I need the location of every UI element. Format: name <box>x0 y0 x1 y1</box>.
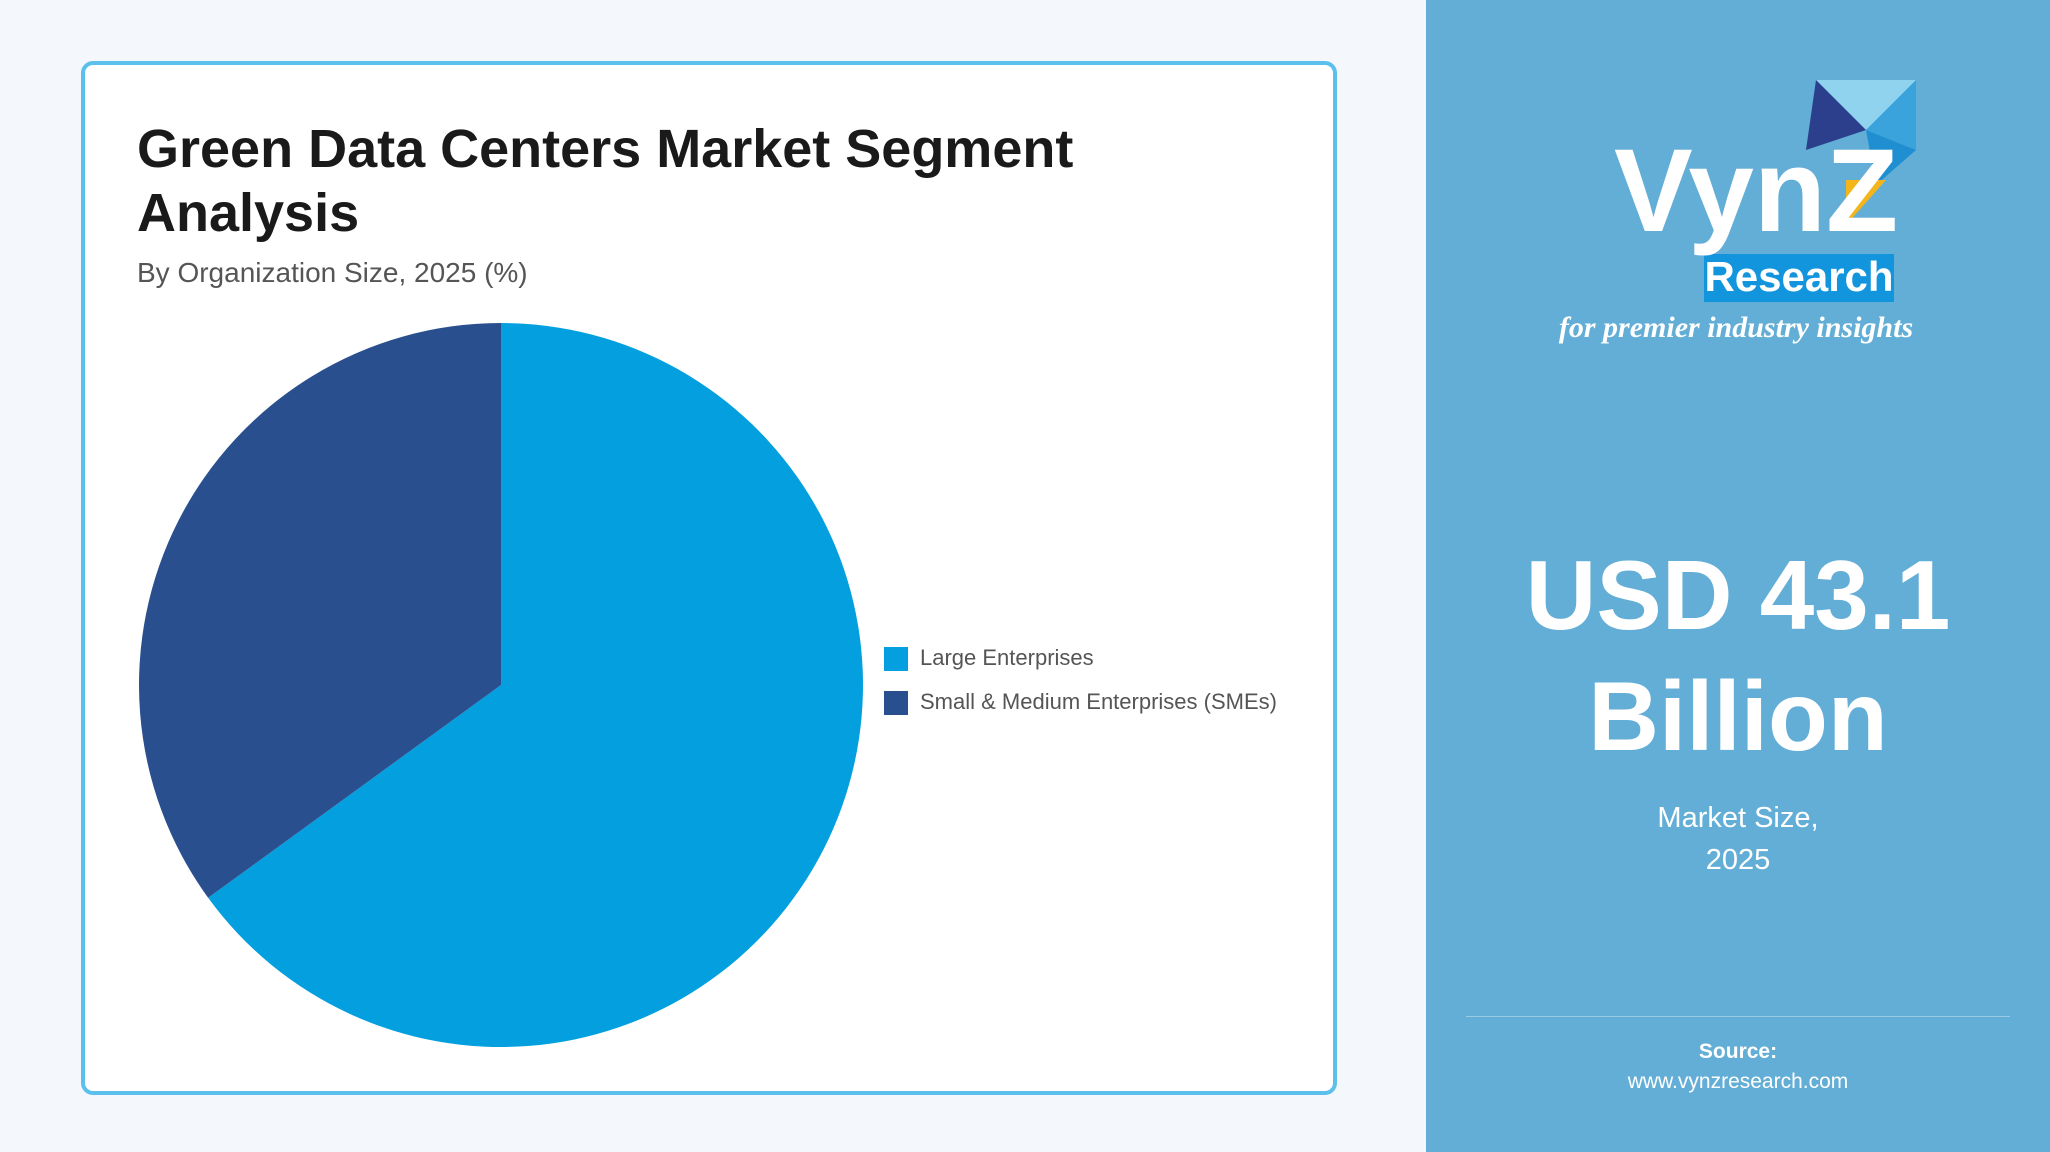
logo: VynZ Research for premier industry insig… <box>1559 80 1916 344</box>
source-url: www.vynzresearch.com <box>1627 1070 1849 1093</box>
headline-value: Billion <box>1588 661 1888 771</box>
legend-label: Small & Medium Enterprises (SMEs) <box>920 689 1277 714</box>
chart: Large Enterprises Small & Medium Enterpri… <box>139 323 1277 1047</box>
pie-slice <box>208 323 863 1047</box>
logo-tagline: for premier industry insights <box>1559 311 1913 344</box>
logo-shape <box>1866 80 1916 150</box>
headline-caption: 2025 <box>1705 844 1771 876</box>
legend-swatch <box>884 691 908 715</box>
legend-swatch <box>884 647 908 671</box>
logo-sub-brand: Research <box>1704 253 1893 300</box>
headline-value: USD 43.1 <box>1525 540 1951 650</box>
chart-title: Green Data Centers Market Segment Analys… <box>137 119 1074 243</box>
divider <box>1466 1016 2010 1017</box>
logo-shape <box>1866 130 1916 185</box>
logo-box <box>1704 254 1894 302</box>
logo-shape <box>1846 180 1886 225</box>
chart-card: Green Data Centers Market Segment Analys… <box>81 61 1337 1095</box>
source-label: Source: <box>1698 1040 1778 1063</box>
side-panel: VynZ Research for premier industry insig… <box>1426 0 2050 1152</box>
chart-subtitle: By Organization Size, 2025 (%) <box>137 257 528 288</box>
logo-brand: VynZ <box>1614 125 1898 257</box>
pie-slice <box>139 323 501 898</box>
logo-shape <box>1806 80 1866 150</box>
logo-shape <box>1816 80 1916 130</box>
headline-caption: Market Size, <box>1657 802 1819 834</box>
legend-label: Large Enterprises <box>920 645 1094 670</box>
